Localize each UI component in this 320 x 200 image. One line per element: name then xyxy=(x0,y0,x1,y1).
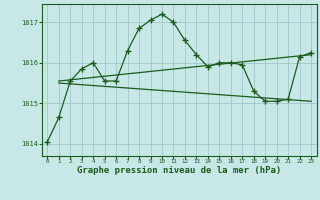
X-axis label: Graphe pression niveau de la mer (hPa): Graphe pression niveau de la mer (hPa) xyxy=(77,166,281,175)
